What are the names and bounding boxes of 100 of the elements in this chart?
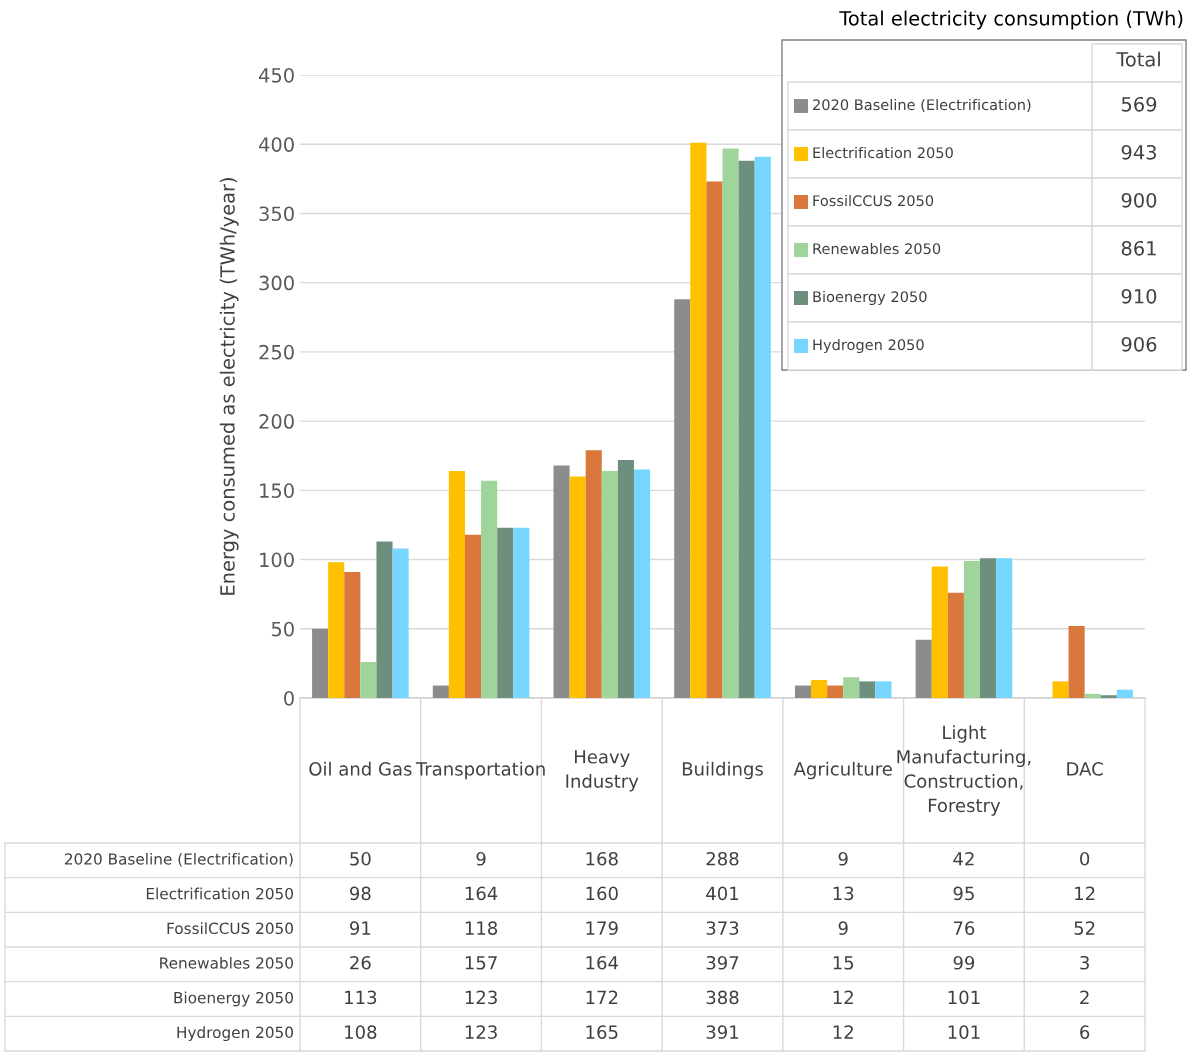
data-label: 91 — [350, 921, 371, 935]
y-tick-label: 200 — [259, 414, 294, 429]
data-label: 95 — [953, 886, 974, 901]
bar — [859, 681, 876, 698]
bar — [432, 685, 449, 698]
y-tick-label: 0 — [284, 690, 294, 706]
data-label: 123 — [465, 990, 497, 1005]
bar — [513, 527, 530, 698]
bar — [947, 592, 964, 698]
data-label: 168 — [586, 851, 618, 866]
data-label: 172 — [586, 990, 618, 1004]
bar — [875, 681, 892, 698]
data-label: 12 — [1075, 886, 1095, 900]
data-label: 2 — [1080, 990, 1089, 1004]
bar — [360, 662, 377, 698]
data-label: 12 — [833, 1025, 853, 1039]
text: Renewables 2050 — [160, 956, 293, 969]
legend-label: FossilCCUS 2050 — [813, 194, 934, 207]
data-label: 157 — [465, 956, 497, 970]
y-tick-label: 400 — [258, 137, 294, 152]
data-label: 101 — [948, 1025, 980, 1039]
bar — [392, 548, 409, 698]
bar — [980, 558, 997, 698]
data-label: 401 — [706, 886, 739, 901]
x-tick-label: Buildings — [682, 761, 763, 780]
y-tick-label: 450 — [258, 67, 294, 83]
y-axis-title: Energy consumed as electricity (TWh/year) — [219, 178, 239, 595]
bar — [376, 541, 393, 698]
data-label: 164 — [586, 955, 618, 970]
data-label: 113 — [345, 990, 377, 1005]
data-label: 9 — [476, 851, 486, 866]
annotation: 906 — [1121, 336, 1157, 352]
annotation: 861 — [1121, 240, 1156, 256]
bar — [344, 572, 361, 698]
text: Hydrogen 2050 — [177, 1026, 293, 1042]
x-tick-label: Agriculture — [793, 761, 892, 780]
bar — [794, 685, 812, 698]
data-label: 50 — [350, 851, 371, 866]
bar — [617, 459, 634, 698]
bar — [722, 148, 739, 698]
text: Electrification 2050 — [146, 887, 293, 900]
data-label: 3 — [1080, 955, 1089, 970]
bar — [312, 628, 329, 698]
legend-title: Total electricity consumption (TWh) — [839, 10, 1183, 30]
data-label: 123 — [465, 1025, 497, 1039]
bar — [1068, 626, 1085, 698]
bar — [633, 469, 651, 698]
data-label: 288 — [706, 851, 739, 866]
data-label: 15 — [833, 956, 854, 970]
y-tick-label: 300 — [259, 275, 294, 291]
x-tick-label: Heavy Industry — [566, 750, 639, 792]
y-tick-label: 100 — [260, 552, 294, 568]
data-label: 76 — [953, 921, 975, 935]
data-label: 160 — [586, 886, 618, 901]
data-label: 0 — [1080, 851, 1090, 866]
bar — [448, 470, 465, 698]
data-label: 26 — [350, 955, 371, 970]
y-tick-label: 150 — [260, 483, 294, 498]
annotation: 900 — [1121, 192, 1157, 208]
data-label: 13 — [833, 886, 854, 901]
bar — [328, 562, 345, 698]
x-tick-label: Transportation — [415, 761, 545, 780]
bar — [843, 677, 860, 698]
x-tick-label: Oil and Gas — [309, 761, 412, 776]
data-label: 179 — [586, 921, 618, 935]
bar — [811, 680, 828, 698]
bar — [963, 560, 981, 698]
legend-label: Renewables 2050 — [813, 242, 941, 255]
bar — [706, 181, 723, 698]
bar — [553, 465, 570, 698]
bar — [738, 160, 755, 698]
data-label: 6 — [1080, 1025, 1090, 1039]
data-label: 42 — [953, 851, 974, 866]
text: Bioenergy 2050 — [174, 991, 293, 1007]
data-label: 118 — [465, 921, 498, 935]
bar — [601, 470, 618, 698]
data-label: 52 — [1074, 921, 1095, 935]
x-tick-label: Light Manufacturing, Construction, Forestry — [897, 725, 1031, 816]
data-label: 98 — [350, 886, 371, 901]
data-label: 165 — [586, 1025, 618, 1039]
legend-label: Hydrogen 2050 — [813, 338, 924, 354]
data-label: 388 — [706, 990, 739, 1005]
bar — [1052, 681, 1069, 698]
data-label: 391 — [706, 1025, 739, 1039]
data-label: 164 — [465, 886, 498, 901]
legend-label: Electrification 2050 — [813, 146, 953, 159]
text: 2020 Baseline (Electrification) — [64, 852, 293, 867]
annotation: 910 — [1121, 288, 1157, 304]
bar — [585, 450, 602, 698]
bar — [1084, 693, 1101, 698]
data-label: 373 — [706, 921, 739, 935]
data-label: 101 — [948, 990, 980, 1005]
x-tick-label: DAC — [1067, 762, 1103, 776]
data-label: 9 — [838, 921, 848, 935]
bar — [674, 299, 691, 698]
bar — [915, 639, 932, 698]
text: Total — [1116, 51, 1160, 67]
bar — [497, 527, 514, 698]
data-label: 99 — [953, 955, 975, 970]
legend-label: Bioenergy 2050 — [813, 290, 927, 306]
